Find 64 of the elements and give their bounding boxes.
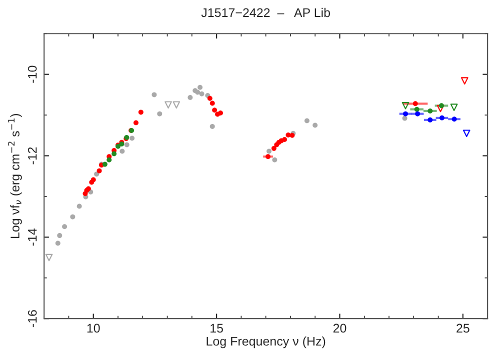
point (120, 148, 125, 154)
point (207, 96, 212, 101)
point (133, 120, 138, 126)
x-tick-label: 25 (456, 324, 470, 333)
point (460, 77, 468, 85)
point (304, 118, 310, 124)
point (415, 111, 420, 116)
point (198, 84, 203, 90)
point (62, 224, 68, 230)
x-tick-label: 15 (210, 324, 223, 333)
point (212, 108, 218, 113)
point (45, 254, 53, 262)
point (124, 142, 130, 148)
point (452, 116, 457, 122)
point (55, 240, 60, 246)
point (450, 104, 458, 111)
point (428, 117, 433, 122)
point (428, 108, 433, 114)
chart-title: J1517−2422 – AP Lib (201, 8, 330, 18)
y-tick-label: -12 (28, 147, 37, 164)
point (164, 101, 172, 109)
point (57, 233, 62, 238)
point (195, 90, 200, 95)
point (138, 110, 144, 115)
point (90, 177, 96, 182)
point (188, 95, 193, 100)
y-tick-label: -10 (28, 66, 37, 83)
point (402, 102, 410, 110)
point (403, 111, 408, 116)
point (130, 136, 135, 141)
point (210, 124, 215, 129)
y-tick-label: -14 (28, 228, 37, 246)
point (414, 106, 420, 112)
point (438, 103, 444, 108)
point (436, 104, 444, 112)
point (157, 111, 162, 116)
point (152, 92, 157, 98)
point (282, 136, 288, 142)
point (218, 110, 223, 116)
point (271, 146, 276, 151)
point (266, 148, 272, 154)
point (272, 157, 278, 162)
x-axis-title: Log Frequency ν (Hz) (206, 336, 326, 348)
point (312, 122, 318, 128)
point (172, 101, 180, 109)
point (199, 91, 204, 96)
point (286, 132, 291, 138)
point (210, 100, 215, 106)
point (439, 115, 444, 120)
point (112, 151, 117, 156)
point (70, 214, 76, 220)
point (266, 154, 271, 160)
x-tick-label: 10 (87, 324, 100, 333)
x-tick-label: 20 (333, 324, 346, 333)
y-axis-title: Log νf$_{ν}$ (erg cm$^{−2}$ s$^{−1}$) (8, 114, 22, 238)
point (94, 172, 100, 177)
point (402, 116, 408, 121)
y-tick-label: -16 (28, 310, 37, 328)
point (462, 130, 470, 138)
point (412, 101, 418, 106)
point (96, 168, 102, 174)
point (102, 162, 108, 167)
point (106, 157, 112, 162)
point (76, 204, 82, 209)
